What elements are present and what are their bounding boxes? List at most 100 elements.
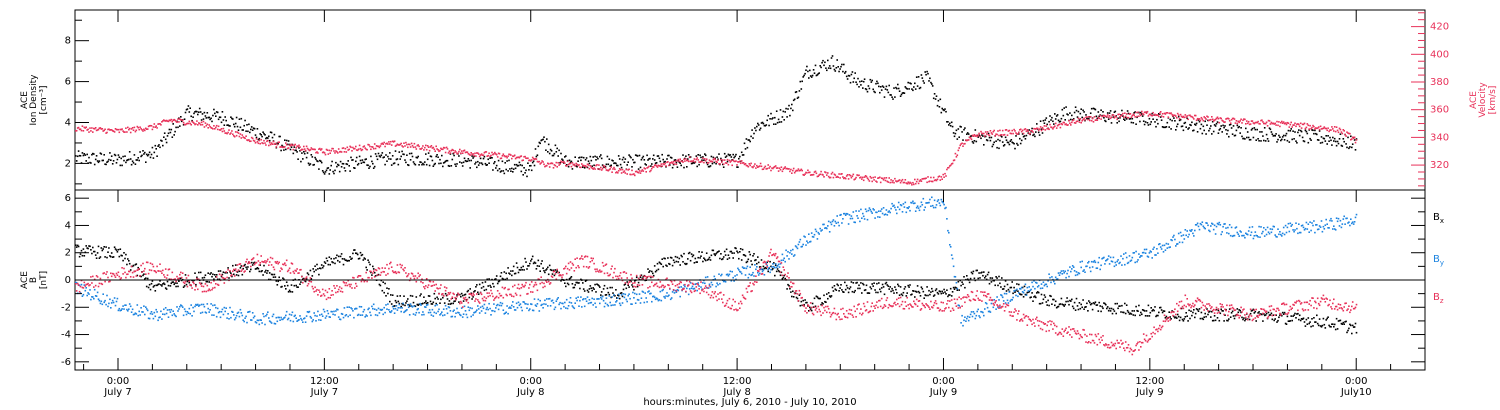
by-point — [841, 222, 843, 224]
velocity-point — [1198, 118, 1201, 120]
bx-point — [379, 284, 382, 287]
density-point — [1265, 133, 1268, 136]
by-point — [407, 304, 409, 306]
bx-point — [1206, 308, 1208, 310]
velocity-point — [726, 158, 729, 161]
by-point — [529, 308, 531, 310]
bx-point — [1113, 310, 1116, 312]
density-point — [1257, 138, 1259, 140]
bx-point — [570, 276, 573, 278]
velocity-point — [345, 151, 348, 153]
bx-point — [227, 267, 229, 269]
density-point — [537, 145, 540, 148]
by-point — [459, 313, 461, 316]
by-point — [597, 298, 599, 300]
bx-point — [778, 270, 781, 273]
density-point — [389, 152, 391, 154]
by-point — [501, 302, 504, 305]
density-point — [449, 153, 452, 155]
by-point — [787, 251, 789, 253]
bx-point — [535, 268, 538, 270]
bx-point — [1056, 306, 1059, 308]
density-point — [1299, 129, 1302, 132]
bx-point — [205, 280, 208, 283]
by-point — [156, 311, 158, 313]
density-point — [720, 157, 722, 160]
density-point — [609, 165, 611, 167]
density-point — [171, 136, 174, 138]
bx-point — [1227, 319, 1229, 322]
by-point — [258, 323, 261, 326]
bx-point — [315, 269, 317, 271]
velocity-point — [940, 176, 943, 178]
by-point — [454, 315, 456, 318]
bx-point — [304, 280, 307, 283]
by-point — [865, 210, 868, 213]
velocity-point — [817, 175, 820, 177]
density-point — [399, 158, 401, 160]
density-point — [1293, 138, 1295, 140]
velocity-point — [871, 180, 873, 183]
by-point — [928, 201, 930, 204]
by-point — [539, 299, 541, 302]
density-point — [113, 153, 116, 156]
bx-point — [811, 302, 814, 305]
velocity-point — [1048, 128, 1050, 131]
velocity-point — [720, 158, 722, 161]
velocity-point — [1110, 116, 1113, 118]
density-point — [1045, 117, 1048, 119]
bx-point — [1080, 303, 1082, 306]
by-point — [112, 301, 115, 304]
by-point — [694, 283, 697, 286]
density-point — [207, 116, 209, 119]
bx-point — [1004, 280, 1007, 282]
by-point — [684, 285, 686, 288]
density-point — [1078, 119, 1081, 121]
velocity-point — [935, 179, 938, 182]
by-point — [792, 248, 794, 251]
by-point — [289, 319, 292, 322]
velocity-point — [851, 175, 854, 177]
by-point — [713, 275, 716, 278]
velocity-point — [514, 157, 517, 160]
by-point — [322, 308, 325, 311]
by-point — [614, 304, 616, 306]
density-point — [189, 107, 191, 109]
velocity-point — [285, 144, 288, 146]
velocity-point — [863, 176, 866, 178]
by-point — [949, 246, 952, 248]
bx-point — [1299, 319, 1302, 322]
bx-point — [447, 303, 450, 305]
bx-point — [840, 284, 842, 286]
by-point — [340, 312, 343, 315]
density-point — [530, 169, 533, 172]
by-point — [159, 316, 161, 318]
density-point — [299, 150, 301, 152]
density-point — [618, 158, 621, 160]
bx-point — [1081, 306, 1083, 309]
density-point — [740, 151, 743, 154]
velocity-point — [1003, 133, 1006, 136]
by-point — [652, 295, 655, 298]
bx-point — [1211, 310, 1213, 313]
velocity-point — [634, 170, 637, 173]
bx-point — [757, 256, 759, 258]
by-point — [433, 311, 436, 314]
by-point — [682, 287, 684, 290]
by-point — [547, 298, 550, 300]
by-point — [330, 310, 332, 313]
by-point — [496, 303, 499, 306]
density-point — [1249, 138, 1252, 141]
density-point — [539, 142, 541, 145]
velocity-point — [1118, 113, 1120, 116]
by-point — [357, 313, 360, 316]
density-point — [215, 115, 217, 117]
velocity-point — [114, 128, 117, 130]
by-point — [512, 301, 514, 303]
bx-point — [575, 281, 577, 284]
density-point — [980, 137, 982, 140]
velocity-point — [1021, 129, 1024, 132]
velocity-point — [672, 160, 675, 163]
bx-point — [739, 248, 742, 250]
bx-point — [1133, 310, 1135, 312]
